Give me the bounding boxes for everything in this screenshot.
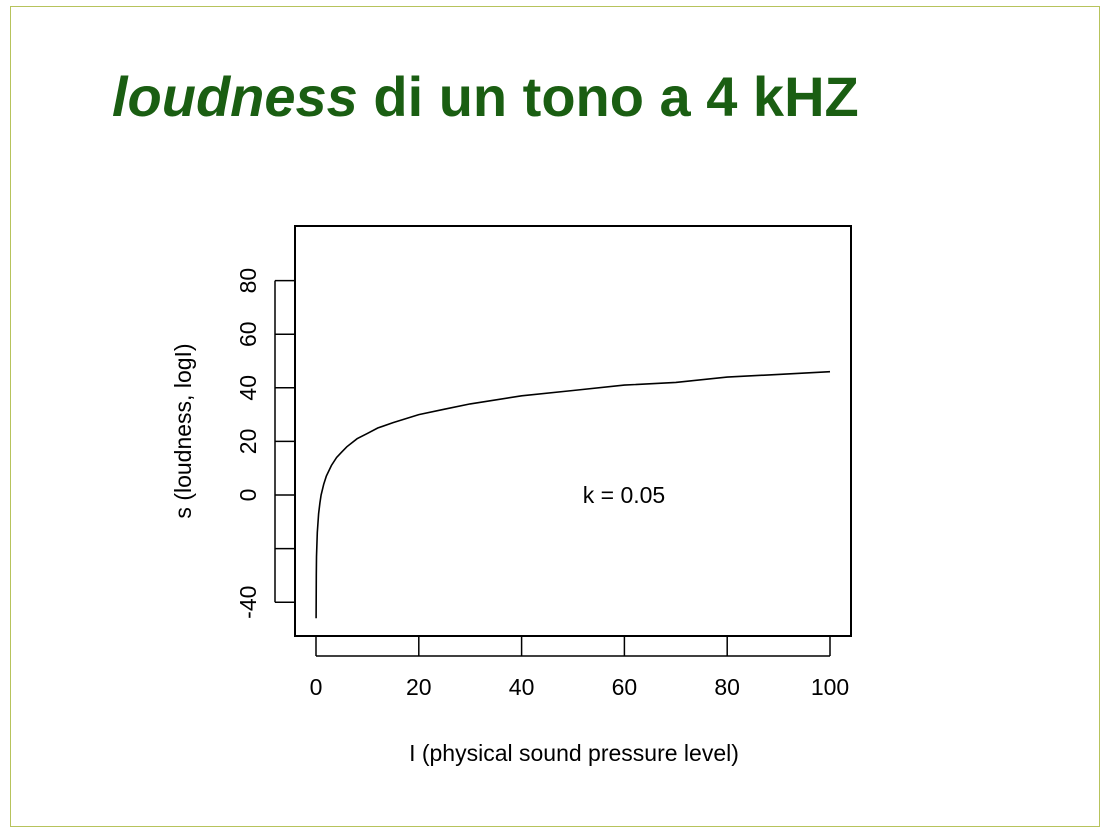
x-tick-label: 100 bbox=[811, 674, 849, 700]
title-rest: di un tono a 4 kHZ bbox=[357, 65, 859, 128]
y-tick-label: 40 bbox=[235, 375, 261, 401]
y-tick-label: 80 bbox=[235, 268, 261, 294]
x-tick-label: 60 bbox=[612, 674, 638, 700]
y-tick-label: 0 bbox=[235, 489, 261, 502]
loudness-curve bbox=[315, 370, 831, 619]
x-tick-label: 80 bbox=[714, 674, 740, 700]
title-italic-word: loudness bbox=[112, 65, 358, 128]
y-tick-label: 20 bbox=[235, 429, 261, 455]
y-axis: -40 0 20 40 60 80 bbox=[235, 268, 294, 619]
y-tick-label: 60 bbox=[235, 321, 261, 347]
x-tick-label: 0 bbox=[310, 674, 323, 700]
x-tick-label: 20 bbox=[406, 674, 432, 700]
x-tick-label: 40 bbox=[509, 674, 535, 700]
x-axis: 0 20 40 60 80 100 bbox=[310, 637, 849, 700]
x-axis-label: I (physical sound pressure level) bbox=[409, 740, 739, 766]
slide-frame bbox=[10, 6, 1100, 827]
slide-title: loudness di un tono a 4 kHZ bbox=[112, 62, 859, 132]
y-tick-label: -40 bbox=[235, 586, 261, 619]
annotation-k: k = 0.05 bbox=[583, 482, 665, 508]
plot-box bbox=[294, 225, 852, 637]
y-axis-label: s (loudness, logI) bbox=[170, 343, 196, 518]
